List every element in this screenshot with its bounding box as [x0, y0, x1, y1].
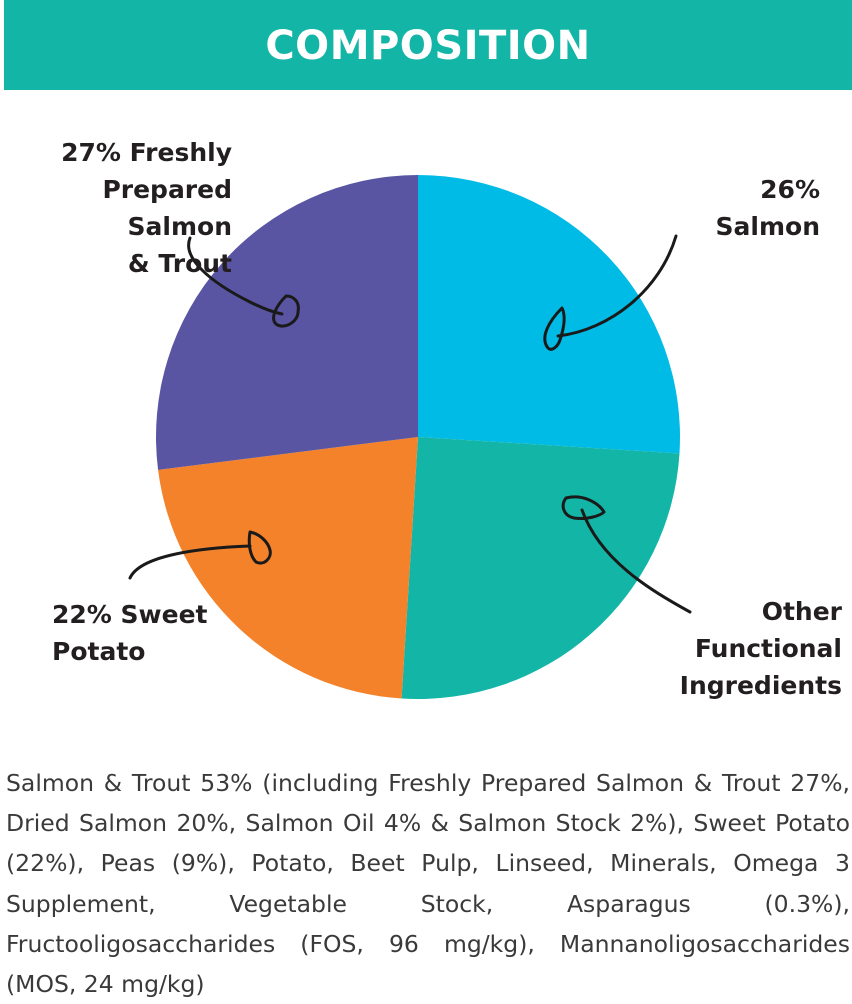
label-other-functional-ingredients: Other Functional Ingredients	[679, 597, 842, 700]
salmon-arrow	[556, 234, 678, 338]
composition-pie-chart	[128, 175, 692, 699]
page-title: COMPOSITION	[265, 23, 591, 69]
ingredients-paragraph: Salmon & Trout 53% (including Freshly Pr…	[6, 769, 850, 999]
pie-slice-27-freshly-prepared-salmon-trout	[155, 175, 418, 470]
sweet-potato-arrow	[128, 544, 252, 580]
salmon-arrowhead	[543, 306, 566, 351]
other-arrowhead	[561, 495, 606, 520]
header-bar: COMPOSITION	[4, 0, 852, 90]
other-arrow	[580, 508, 692, 614]
sweet-potato-arrowhead	[247, 530, 272, 565]
pie-slice-other-functional-ingredients	[401, 437, 680, 699]
label-arrows	[128, 234, 692, 614]
label-fresh-salmon-trout: 27% Freshly Prepared Salmon & Trout	[61, 138, 232, 278]
pie-slice-26-salmon	[418, 175, 680, 454]
pie-slices	[155, 175, 680, 699]
fresh-arrow	[187, 236, 284, 316]
fresh-arrowhead	[272, 294, 300, 328]
pie-slice-22-sweet-potato	[158, 437, 418, 699]
label-sweet-potato: 22% Sweet Potato	[52, 600, 208, 666]
label-salmon: 26% Salmon	[715, 175, 820, 241]
